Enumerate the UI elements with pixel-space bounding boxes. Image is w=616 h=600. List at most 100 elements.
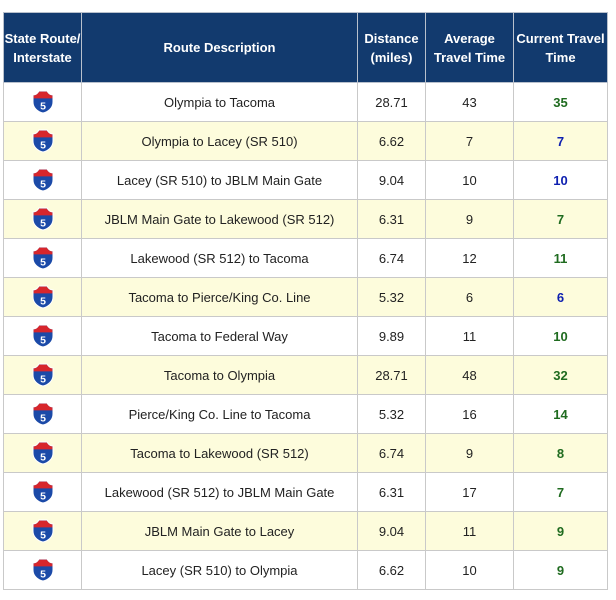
svg-text:5: 5 <box>40 568 46 580</box>
table-row: 5 Olympia to Lacey (SR 510) 6.62 7 7 <box>3 121 608 161</box>
route-description: Lacey (SR 510) to Olympia <box>81 550 358 590</box>
average-time-value: 11 <box>425 316 514 356</box>
route-description: Lacey (SR 510) to JBLM Main Gate <box>81 160 358 200</box>
interstate-5-shield-icon: 5 <box>32 207 53 231</box>
current-time-value: 10 <box>513 316 608 356</box>
route-description: Lakewood (SR 512) to Tacoma <box>81 238 358 278</box>
average-time-value: 17 <box>425 472 514 512</box>
current-time-value: 9 <box>513 550 608 590</box>
table-row: 5 Olympia to Tacoma 28.71 43 35 <box>3 82 608 122</box>
svg-text:5: 5 <box>40 490 46 502</box>
route-cell: 5 <box>3 550 82 590</box>
table-row: 5 Lacey (SR 510) to Olympia 6.62 10 9 <box>3 550 608 590</box>
header-distance: Distance (miles) <box>357 12 426 83</box>
table-row: 5 Pierce/King Co. Line to Tacoma 5.32 16… <box>3 394 608 434</box>
interstate-5-shield-icon: 5 <box>32 402 53 426</box>
current-time-value: 8 <box>513 433 608 473</box>
route-cell: 5 <box>3 511 82 551</box>
distance-value: 6.62 <box>357 121 426 161</box>
current-time-value: 11 <box>513 238 608 278</box>
average-time-value: 9 <box>425 199 514 239</box>
table-row: 5 JBLM Main Gate to Lacey 9.04 11 9 <box>3 511 608 551</box>
distance-value: 6.74 <box>357 238 426 278</box>
route-description: Tacoma to Federal Way <box>81 316 358 356</box>
interstate-5-shield-icon: 5 <box>32 324 53 348</box>
average-time-value: 7 <box>425 121 514 161</box>
average-time-value: 6 <box>425 277 514 317</box>
travel-times-table-container: State Route/ Interstate Route Descriptio… <box>3 12 608 590</box>
interstate-5-shield-icon: 5 <box>32 441 53 465</box>
current-time-value: 32 <box>513 355 608 395</box>
average-time-value: 48 <box>425 355 514 395</box>
svg-text:5: 5 <box>40 373 46 385</box>
header-current-label: Current Travel Time <box>516 30 605 65</box>
svg-text:5: 5 <box>40 451 46 463</box>
average-time-value: 10 <box>425 160 514 200</box>
average-time-value: 43 <box>425 82 514 122</box>
interstate-5-shield-icon: 5 <box>32 90 53 114</box>
route-cell: 5 <box>3 394 82 434</box>
header-average-label: Average Travel Time <box>433 30 506 65</box>
distance-value: 6.62 <box>357 550 426 590</box>
route-description: Lakewood (SR 512) to JBLM Main Gate <box>81 472 358 512</box>
average-time-value: 16 <box>425 394 514 434</box>
interstate-5-shield-icon: 5 <box>32 480 53 504</box>
route-cell: 5 <box>3 472 82 512</box>
interstate-5-shield-icon: 5 <box>32 519 53 543</box>
table-row: 5 JBLM Main Gate to Lakewood (SR 512) 6.… <box>3 199 608 239</box>
header-description-label: Route Description <box>163 40 276 55</box>
header-description: Route Description <box>81 12 358 83</box>
current-time-value: 7 <box>513 472 608 512</box>
interstate-5-shield-icon: 5 <box>32 363 53 387</box>
svg-text:5: 5 <box>40 295 46 307</box>
distance-value: 6.31 <box>357 472 426 512</box>
svg-text:5: 5 <box>40 256 46 268</box>
header-distance-label: Distance (miles) <box>364 30 419 65</box>
header-route-label: State Route/ Interstate <box>4 30 81 65</box>
route-description: Tacoma to Lakewood (SR 512) <box>81 433 358 473</box>
distance-value: 6.74 <box>357 433 426 473</box>
route-cell: 5 <box>3 121 82 161</box>
svg-text:5: 5 <box>40 178 46 190</box>
average-time-value: 11 <box>425 511 514 551</box>
route-description: JBLM Main Gate to Lacey <box>81 511 358 551</box>
svg-text:5: 5 <box>40 334 46 346</box>
interstate-5-shield-icon: 5 <box>32 246 53 270</box>
distance-value: 5.32 <box>357 277 426 317</box>
distance-value: 28.71 <box>357 82 426 122</box>
header-average: Average Travel Time <box>425 12 514 83</box>
svg-text:5: 5 <box>40 100 46 112</box>
distance-value: 28.71 <box>357 355 426 395</box>
route-cell: 5 <box>3 82 82 122</box>
route-description: JBLM Main Gate to Lakewood (SR 512) <box>81 199 358 239</box>
table-row: 5 Lacey (SR 510) to JBLM Main Gate 9.04 … <box>3 160 608 200</box>
route-cell: 5 <box>3 316 82 356</box>
interstate-5-shield-icon: 5 <box>32 558 53 582</box>
header-route: State Route/ Interstate <box>3 12 82 83</box>
current-time-value: 7 <box>513 199 608 239</box>
route-cell: 5 <box>3 160 82 200</box>
current-time-value: 14 <box>513 394 608 434</box>
current-time-value: 10 <box>513 160 608 200</box>
route-description: Olympia to Lacey (SR 510) <box>81 121 358 161</box>
route-cell: 5 <box>3 199 82 239</box>
average-time-value: 10 <box>425 550 514 590</box>
distance-value: 9.89 <box>357 316 426 356</box>
route-cell: 5 <box>3 238 82 278</box>
current-time-value: 35 <box>513 82 608 122</box>
table-row: 5 Lakewood (SR 512) to Tacoma 6.74 12 11 <box>3 238 608 278</box>
route-description: Olympia to Tacoma <box>81 82 358 122</box>
distance-value: 5.32 <box>357 394 426 434</box>
current-time-value: 9 <box>513 511 608 551</box>
route-cell: 5 <box>3 355 82 395</box>
table-row: 5 Tacoma to Pierce/King Co. Line 5.32 6 … <box>3 277 608 317</box>
table-row: 5 Tacoma to Lakewood (SR 512) 6.74 9 8 <box>3 433 608 473</box>
interstate-5-shield-icon: 5 <box>32 129 53 153</box>
svg-text:5: 5 <box>40 529 46 541</box>
distance-value: 9.04 <box>357 160 426 200</box>
average-time-value: 9 <box>425 433 514 473</box>
header-current: Current Travel Time <box>513 12 608 83</box>
table-row: 5 Lakewood (SR 512) to JBLM Main Gate 6.… <box>3 472 608 512</box>
average-time-value: 12 <box>425 238 514 278</box>
interstate-5-shield-icon: 5 <box>32 168 53 192</box>
